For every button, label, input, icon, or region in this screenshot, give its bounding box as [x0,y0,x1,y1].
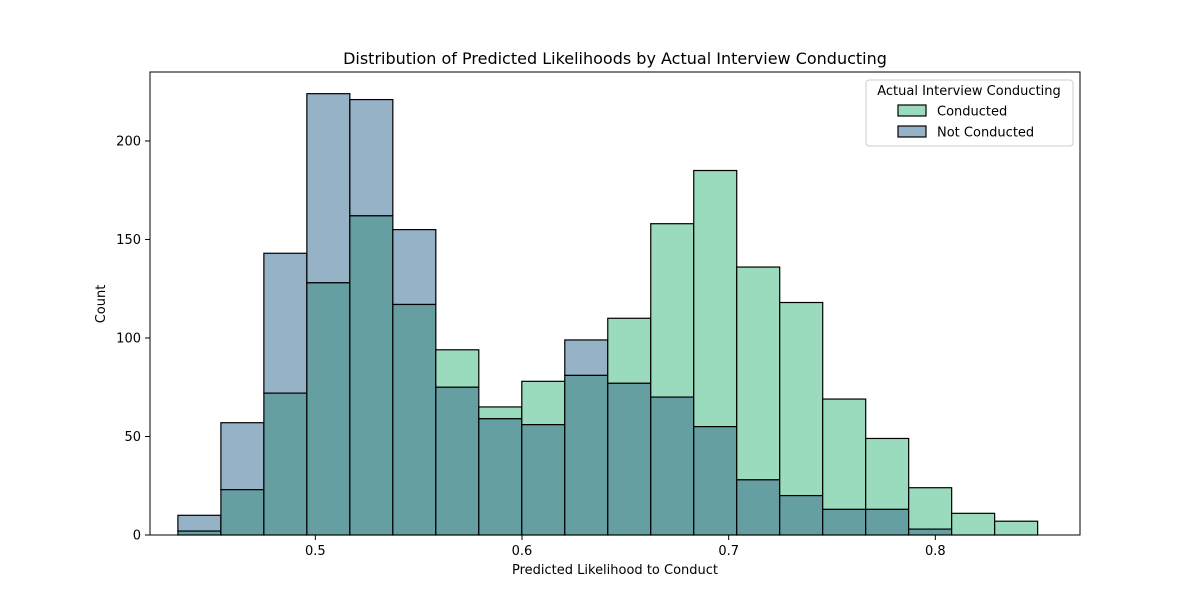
histogram-bar-excess [865,437,910,510]
histogram-bar-overlap [650,396,695,536]
legend-label: Not Conducted [937,126,1034,141]
histogram-bar-excess [650,223,695,398]
histogram-bar-overlap [478,418,523,536]
y-tick-label: 200 [116,134,141,149]
legend-items: Conducted Not Conducted [897,104,1034,141]
y-tick-label: 150 [116,233,141,248]
legend: Actual Interview Conducting Conducted Not… [865,79,1074,147]
plot-frame [149,71,1081,536]
legend-label: Conducted [937,105,1007,120]
histogram-bar-overlap [306,282,351,536]
histogram-bar-overlap [263,392,308,536]
histogram-bar-excess [564,339,609,377]
histogram-bar-excess [478,406,523,420]
chart-title: Distribution of Predicted Likelihoods by… [343,49,887,68]
histogram-bar-excess [908,487,953,530]
histogram-bar-excess [349,98,394,217]
legend-swatch [897,125,927,138]
histogram-bar-overlap [908,528,953,536]
x-tick-label: 0.7 [718,544,739,559]
histogram-bar-excess [736,266,781,481]
x-tick-label: 0.8 [925,544,946,559]
histogram-bar-overlap [736,479,781,536]
bars-layer [177,93,1039,536]
x-axis-label: Predicted Likelihood to Conduct [512,563,718,578]
histogram-bar-overlap [564,374,609,536]
legend-swatch [897,104,927,117]
x-axis: 0.5 0.6 0.7 0.8 [305,535,946,559]
y-tick-label: 0 [133,529,141,544]
y-tick-label: 100 [116,331,141,346]
histogram-bar-excess [607,317,652,384]
x-tick-label: 0.5 [305,544,326,559]
y-tick-label: 50 [124,430,141,445]
histogram-bar-excess [220,422,265,491]
histogram-bar-excess [177,514,222,532]
y-axis: 0 50 100 150 200 [116,134,150,544]
histogram-bar-excess [951,512,996,536]
histogram-bar-overlap [693,426,738,536]
histogram-bar-excess [306,93,351,284]
histogram-bar-overlap [220,489,265,536]
histogram-bar-excess [822,398,867,510]
histogram-bar-overlap [392,303,437,536]
histogram-bar-overlap [177,530,222,536]
histogram-bar-overlap [435,386,480,536]
histogram-bar-excess [263,252,308,394]
histogram-bar-overlap [865,508,910,536]
histogram-bar-excess [392,229,437,306]
histogram-bar-overlap [521,424,566,536]
histogram-bar-excess [521,380,566,426]
histogram-bar-excess [779,301,824,497]
legend-title: Actual Interview Conducting [877,84,1061,99]
histogram-bar-excess [994,520,1039,536]
histogram-bar-overlap [607,382,652,536]
histogram-bar-overlap [822,508,867,536]
histogram-bar-excess [693,169,738,428]
histogram-bar-overlap [779,494,824,536]
histogram-bar-overlap [349,215,394,536]
histogram-bar-excess [435,349,480,388]
y-axis-label: Count [94,285,109,324]
x-tick-label: 0.6 [512,544,533,559]
